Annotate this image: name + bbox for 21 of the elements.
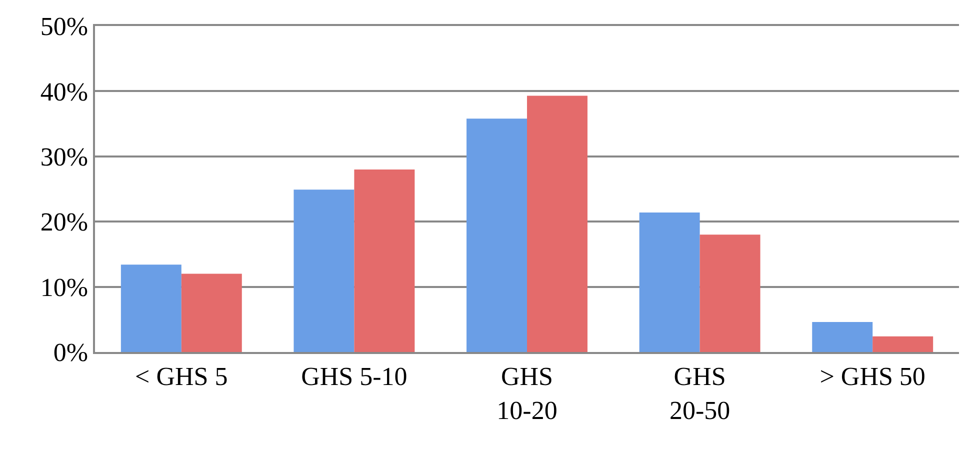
- y-tick-label: 50%: [40, 12, 88, 42]
- y-tick-label: 40%: [40, 77, 88, 106]
- bar: [527, 96, 588, 352]
- bar: [466, 118, 527, 352]
- bar: [294, 190, 354, 352]
- bar: [872, 336, 934, 352]
- bar: [181, 274, 242, 352]
- y-tick-label: 30%: [40, 142, 88, 172]
- y-tick-label: 20%: [40, 208, 88, 237]
- x-tick-label: < GHS 5: [135, 362, 228, 391]
- x-tick-label: GHS 5-10: [301, 362, 408, 391]
- bar: [120, 264, 182, 352]
- bar: [812, 322, 873, 352]
- bar: [354, 169, 415, 352]
- x-tick-label: > GHS 50: [820, 362, 926, 391]
- bar: [700, 234, 760, 352]
- bar: [639, 212, 700, 352]
- y-tick-label: 10%: [40, 272, 88, 302]
- x-tick-label: GHS 20-50: [669, 362, 730, 425]
- x-tick-label: GHS 10-20: [496, 362, 558, 425]
- y-tick-label: 0%: [53, 338, 88, 368]
